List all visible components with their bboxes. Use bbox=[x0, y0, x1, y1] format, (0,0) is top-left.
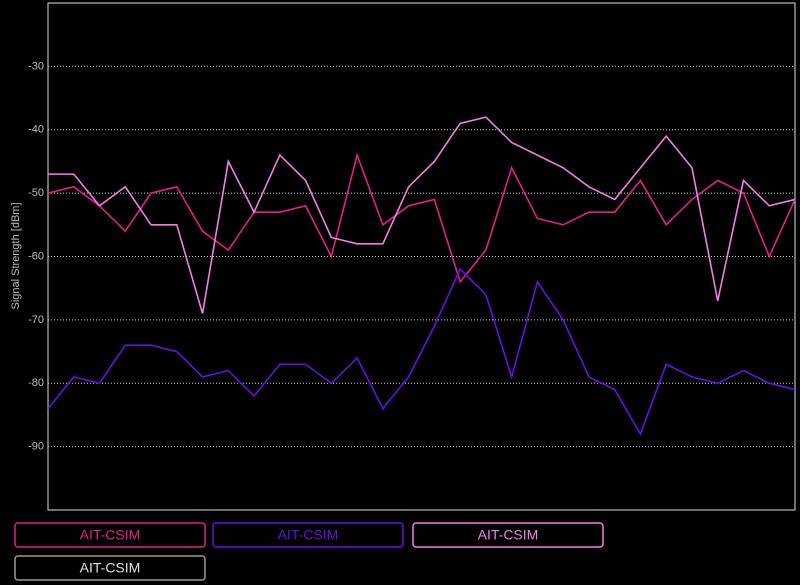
legend-button bbox=[412, 522, 604, 548]
legend-item[interactable]: AIT-CSIM bbox=[14, 522, 206, 548]
y-tick-label: -40 bbox=[28, 124, 44, 136]
y-tick-label: -70 bbox=[28, 314, 44, 326]
plot-frame bbox=[47, 2, 796, 511]
series-line bbox=[47, 267, 796, 436]
legend-label: AIT-CSIM bbox=[478, 527, 539, 543]
y-tick-label: -50 bbox=[28, 187, 44, 199]
legend-label: AIT-CSIM bbox=[278, 527, 339, 543]
legend-item[interactable]: AIT-CSIM bbox=[412, 522, 604, 548]
series-line bbox=[47, 152, 796, 284]
y-tick-label: -80 bbox=[28, 377, 44, 389]
legend-label: AIT-CSIM bbox=[80, 560, 141, 576]
legend-button bbox=[14, 522, 206, 548]
legend-item[interactable]: AIT-CSIM bbox=[212, 522, 404, 548]
series-line bbox=[48, 116, 796, 314]
y-axis-label: Signal Strength [dBm] bbox=[10, 202, 22, 309]
legend-item[interactable]: AIT-CSIM bbox=[14, 555, 206, 581]
y-tick-label: -60 bbox=[28, 250, 44, 262]
y-tick-label: -90 bbox=[28, 441, 44, 453]
legend-button bbox=[212, 522, 404, 548]
legend-button bbox=[14, 555, 206, 581]
legend-label: AIT-CSIM bbox=[80, 527, 141, 543]
y-tick-label: -30 bbox=[28, 60, 44, 72]
